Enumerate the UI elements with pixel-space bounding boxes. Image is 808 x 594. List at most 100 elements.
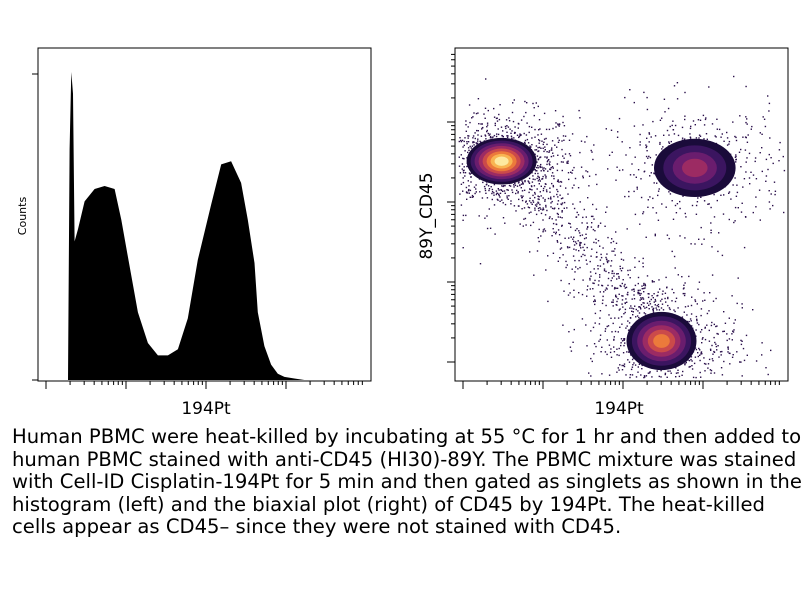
scatter-point: [462, 157, 464, 160]
scatter-point: [684, 91, 686, 94]
scatter-point: [684, 115, 686, 117]
scatter-point: [561, 140, 563, 142]
scatter-point: [552, 186, 555, 188]
scatter-point: [710, 206, 712, 209]
scatter-point: [621, 364, 623, 367]
scatter-point: [480, 135, 483, 137]
scatter-point: [577, 187, 580, 189]
scatter-point: [716, 199, 718, 202]
scatter-point: [546, 163, 548, 166]
scatter-point: [593, 343, 596, 345]
scatter-point: [567, 160, 569, 162]
scatter-point: [630, 354, 632, 356]
scatter-point: [560, 197, 563, 200]
scatter-point: [651, 164, 653, 166]
scatter-point: [641, 364, 643, 367]
scatter-point: [705, 117, 707, 119]
scatter-point: [471, 117, 473, 119]
scatter-point: [590, 149, 592, 152]
scatter-point: [481, 127, 484, 129]
scatter-point: [484, 117, 486, 119]
scatter-point: [550, 196, 552, 198]
scatter-point: [580, 242, 582, 244]
scatter-point: [736, 302, 738, 305]
scatter-point: [765, 367, 767, 369]
scatter-point: [642, 212, 644, 215]
scatter-point: [524, 217, 527, 220]
scatter-point: [586, 289, 588, 291]
scatter-point: [709, 292, 711, 294]
scatter-point: [617, 331, 619, 333]
scatter-point: [472, 141, 474, 144]
scatter-point: [598, 340, 600, 342]
scatter-point: [611, 151, 613, 153]
scatter-point: [542, 143, 544, 146]
scatter-point: [557, 190, 559, 193]
scatter-point: [653, 172, 655, 174]
scatter-point: [634, 156, 636, 158]
scatter-point: [577, 214, 580, 216]
scatter-point: [613, 336, 615, 338]
scatter-point: [727, 348, 729, 350]
scatter-point: [619, 308, 621, 310]
scatter-point: [701, 243, 703, 245]
scatter-point: [590, 275, 592, 277]
scatter-point: [652, 297, 654, 299]
scatter-point: [631, 307, 633, 309]
scatter-point: [499, 192, 502, 194]
scatter-point: [556, 203, 559, 205]
scatter-point: [511, 191, 514, 194]
scatter-point: [703, 362, 706, 365]
scatter-point: [532, 221, 535, 224]
scatter-point: [585, 233, 587, 235]
scatter-point: [700, 226, 702, 229]
scatter-point: [681, 137, 684, 139]
scatter-point: [671, 288, 673, 291]
scatter-point: [561, 148, 563, 151]
scatter-point: [567, 247, 569, 249]
scatter-point: [661, 148, 663, 150]
scatter-point: [717, 345, 719, 347]
scatter-point: [703, 124, 706, 126]
scatter-point: [610, 356, 613, 358]
scatter-point: [537, 180, 540, 182]
scatter-point: [584, 254, 586, 257]
scatter-point: [534, 136, 536, 138]
scatter-point: [648, 132, 650, 134]
scatter-point: [549, 187, 551, 189]
scatter-point: [531, 203, 533, 205]
scatter-point: [467, 151, 469, 154]
scatter-point: [491, 188, 494, 191]
scatter-point: [597, 226, 599, 228]
scatter-point: [682, 288, 685, 290]
scatter-point: [681, 126, 684, 129]
scatter-point: [459, 193, 461, 195]
scatter-point: [595, 173, 597, 176]
scatter-point: [532, 201, 535, 203]
scatter-point: [764, 125, 767, 128]
scatter-point: [544, 168, 547, 170]
scatter-point: [783, 211, 785, 214]
scatter-point: [735, 139, 738, 142]
scatter-point: [609, 351, 612, 354]
scatter-point: [594, 312, 597, 315]
scatter-point: [617, 367, 619, 369]
scatter-point: [611, 301, 613, 303]
scatter-point: [673, 292, 675, 294]
scatter-point: [593, 282, 595, 285]
scatter-point: [573, 240, 575, 243]
scatter-point: [641, 288, 643, 290]
scatter-point: [627, 320, 629, 322]
scatter-point: [554, 207, 556, 209]
scatter-point: [648, 308, 650, 310]
scatter-point: [732, 184, 734, 186]
scatter-point: [558, 181, 560, 183]
scatter-point: [765, 180, 767, 182]
scatter-point: [707, 363, 710, 365]
scatter-point: [561, 211, 563, 213]
scatter-point: [546, 190, 548, 193]
scatter-point: [759, 152, 761, 154]
scatter-point: [665, 301, 667, 303]
scatter-point: [684, 118, 686, 121]
scatter-point: [629, 269, 631, 271]
